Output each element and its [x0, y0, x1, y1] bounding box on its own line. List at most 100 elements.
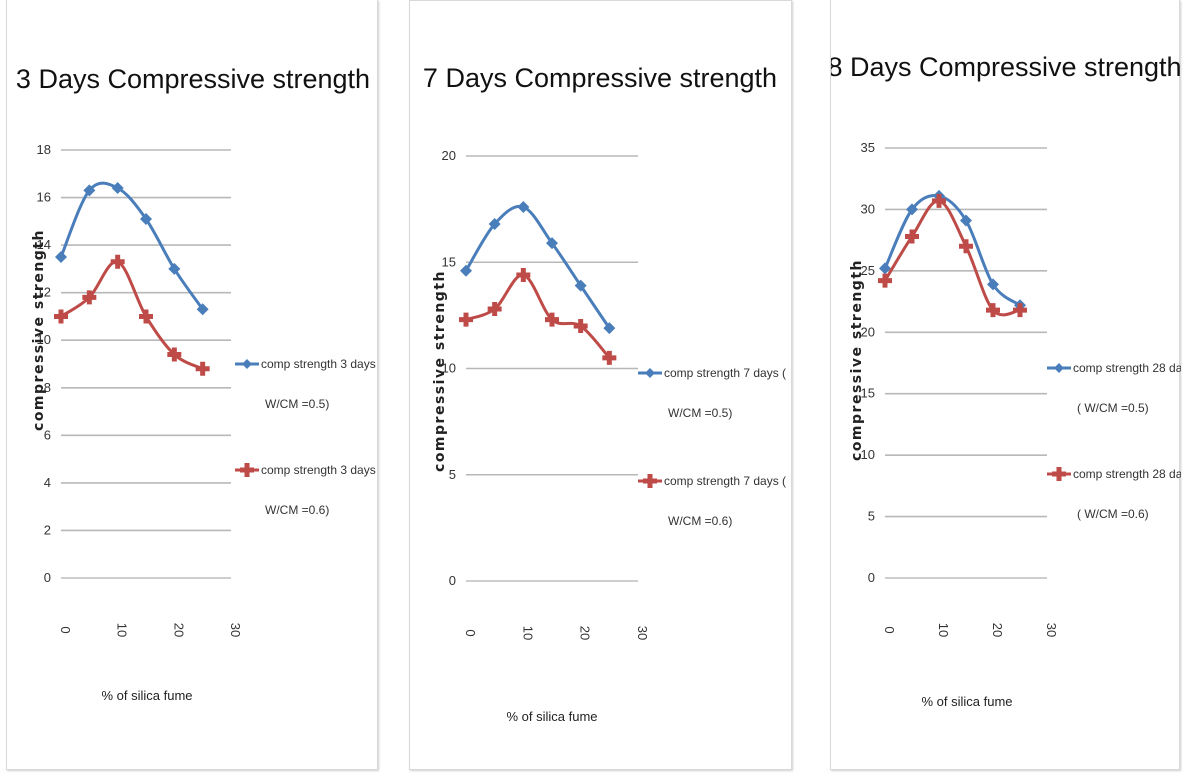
data-point	[1013, 303, 1027, 318]
data-point	[488, 218, 501, 230]
series-line-1	[59, 181, 204, 311]
legend-label: W/CM =0.5)	[265, 397, 329, 411]
y-tick-label: 10	[442, 361, 456, 376]
data-point	[987, 278, 999, 291]
legend-marker	[643, 474, 657, 488]
legend-marker	[240, 463, 254, 477]
y-tick-label: 12	[37, 285, 51, 300]
data-point	[878, 273, 892, 288]
y-tick-label: 0	[44, 570, 51, 585]
x-axis-label: % of silica fume	[506, 709, 597, 724]
y-tick-label: 15	[442, 254, 456, 269]
y-tick-label: 0	[868, 570, 875, 585]
x-tick-label: 10	[936, 623, 951, 637]
data-point	[932, 193, 946, 208]
x-axis-label: % of silica fume	[921, 694, 1012, 709]
data-point	[517, 201, 530, 213]
data-point	[545, 312, 559, 327]
y-tick-label: 10	[37, 332, 51, 347]
series-line-1	[883, 193, 1021, 307]
legend-marker	[1054, 363, 1064, 373]
data-point	[460, 264, 472, 277]
data-point	[55, 251, 67, 263]
y-tick-label: 35	[861, 140, 875, 155]
x-tick-label: 30	[1044, 623, 1059, 637]
legend-label: W/CM =0.6)	[668, 514, 732, 528]
y-tick-label: 8	[44, 380, 51, 395]
y-tick-label: 20	[442, 148, 456, 163]
data-point	[195, 361, 210, 376]
y-tick-label: 2	[44, 522, 51, 537]
legend-label: comp strength 3 days (	[261, 357, 379, 371]
chart-panel-7-days: 7 Days Compressive strength 0 5 10 15 20 0 10 20…	[409, 0, 792, 770]
x-tick-label: 20	[171, 623, 186, 637]
data-point	[879, 262, 891, 275]
data-point	[168, 262, 181, 275]
data-point	[139, 309, 153, 324]
y-tick-label: 18	[37, 142, 51, 157]
data-point	[546, 237, 558, 250]
x-axis-label: % of silica fume	[101, 688, 192, 703]
legend-label: comp strength 28 days	[1073, 467, 1181, 481]
y-tick-label: 10	[861, 447, 875, 462]
chart-title: 28 Days Compressive strength	[831, 52, 1181, 82]
data-point	[54, 309, 68, 324]
y-tick-label: 20	[861, 324, 875, 339]
x-tick-label: 0	[463, 629, 478, 636]
chart-28-days: 28 Days Compressive strength 0 5 10 15 20 25 30…	[831, 52, 1181, 709]
data-point	[906, 203, 918, 216]
y-tick-label: 30	[861, 201, 875, 216]
series-line-1	[464, 204, 611, 329]
legend-label: comp strength 7 days (	[664, 366, 786, 380]
x-tick-label: 10	[115, 623, 130, 637]
chart-7-days: 7 Days Compressive strength 0 5 10 15 20 0 10 20…	[423, 63, 786, 724]
x-tick-label: 0	[58, 626, 73, 633]
data-point	[196, 303, 209, 316]
series-line-2	[883, 199, 1021, 317]
chart-3-days: 3 Days Compressive strength 0 2 4 6 8 10 12 14 16…	[16, 64, 379, 703]
data-point	[959, 239, 973, 254]
data-point	[602, 350, 617, 365]
series-line-2	[465, 273, 611, 359]
data-point	[986, 303, 1000, 318]
data-point	[960, 214, 972, 227]
chart-title: 3 Days Compressive strength	[16, 64, 370, 94]
legend-marker	[242, 359, 252, 369]
data-point	[110, 254, 125, 269]
y-tick-label: 0	[449, 573, 456, 588]
x-tick-label: 0	[882, 626, 897, 633]
x-tick-label: 30	[635, 626, 650, 640]
chart-panel-3-days: 3 Days Compressive strength 0 2 4 6 8 10 12 14 16…	[6, 0, 379, 770]
y-axis-label: compressive strength	[849, 259, 865, 461]
legend-label: comp strength 3 days (	[261, 463, 379, 477]
y-axis-label: compressive strength	[31, 229, 47, 431]
legend-label: ( W/CM =0.5)	[1077, 401, 1149, 415]
data-point	[167, 347, 182, 362]
data-point	[83, 184, 96, 197]
legend-marker	[1052, 467, 1066, 481]
y-tick-label: 15	[861, 386, 875, 401]
data-point	[111, 182, 124, 195]
chart-title: 7 Days Compressive strength	[423, 63, 777, 93]
legend-label: comp strength 7 days (	[664, 474, 786, 488]
x-tick-label: 10	[520, 626, 535, 640]
data-point	[487, 302, 502, 316]
x-tick-label: 20	[578, 626, 593, 640]
data-point	[140, 212, 152, 225]
data-point	[905, 229, 919, 244]
data-point	[603, 322, 616, 335]
y-tick-label: 25	[861, 263, 875, 278]
data-point	[516, 268, 531, 282]
legend-label: ( W/CM =0.6)	[1077, 507, 1149, 521]
legend-label: comp strength 28 days	[1073, 361, 1181, 375]
legend-label: W/CM =0.6)	[265, 503, 329, 517]
y-tick-label: 6	[44, 427, 51, 442]
x-tick-label: 30	[228, 623, 243, 637]
y-tick-label: 16	[37, 190, 51, 205]
data-point	[459, 312, 473, 327]
x-tick-label: 20	[990, 623, 1005, 637]
data-point	[574, 279, 587, 292]
y-tick-label: 5	[868, 509, 875, 524]
y-tick-label: 4	[44, 475, 51, 490]
legend-label: W/CM =0.5)	[668, 406, 732, 420]
